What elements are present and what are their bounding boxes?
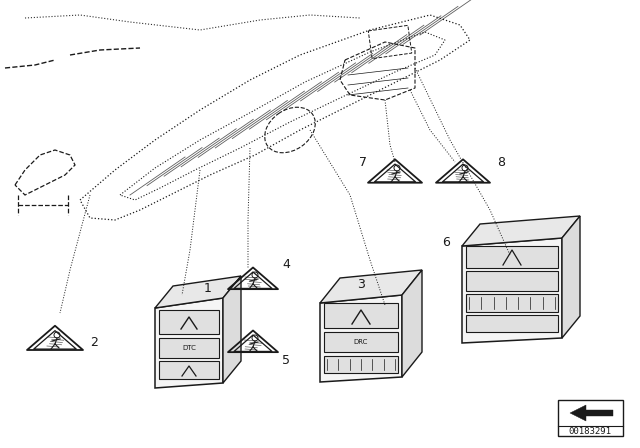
Polygon shape — [320, 295, 402, 382]
Bar — [159, 310, 219, 334]
Text: DTC: DTC — [182, 345, 196, 351]
Text: 7: 7 — [359, 155, 367, 168]
Bar — [159, 338, 219, 358]
Polygon shape — [562, 216, 580, 338]
Polygon shape — [320, 270, 422, 303]
Text: 5: 5 — [282, 353, 290, 366]
Text: 3: 3 — [357, 279, 365, 292]
Bar — [466, 246, 558, 268]
Polygon shape — [462, 238, 562, 343]
Polygon shape — [155, 298, 223, 388]
Text: 8: 8 — [497, 155, 505, 168]
Bar — [466, 315, 558, 332]
Bar — [368, 26, 412, 59]
Polygon shape — [462, 216, 580, 246]
Polygon shape — [402, 270, 422, 377]
Bar — [466, 271, 558, 291]
Text: 1: 1 — [204, 281, 212, 294]
Polygon shape — [570, 405, 613, 421]
Text: 2: 2 — [90, 336, 98, 349]
Text: DRC: DRC — [354, 339, 368, 345]
Polygon shape — [223, 276, 241, 383]
Text: 4: 4 — [282, 258, 290, 271]
Bar — [324, 332, 398, 352]
Bar — [466, 294, 558, 312]
Bar — [324, 356, 398, 373]
Bar — [558, 400, 623, 436]
Text: 6: 6 — [442, 237, 450, 250]
Text: 00183291: 00183291 — [568, 426, 611, 435]
Polygon shape — [155, 276, 241, 308]
Bar — [159, 361, 219, 379]
Bar — [324, 303, 398, 328]
